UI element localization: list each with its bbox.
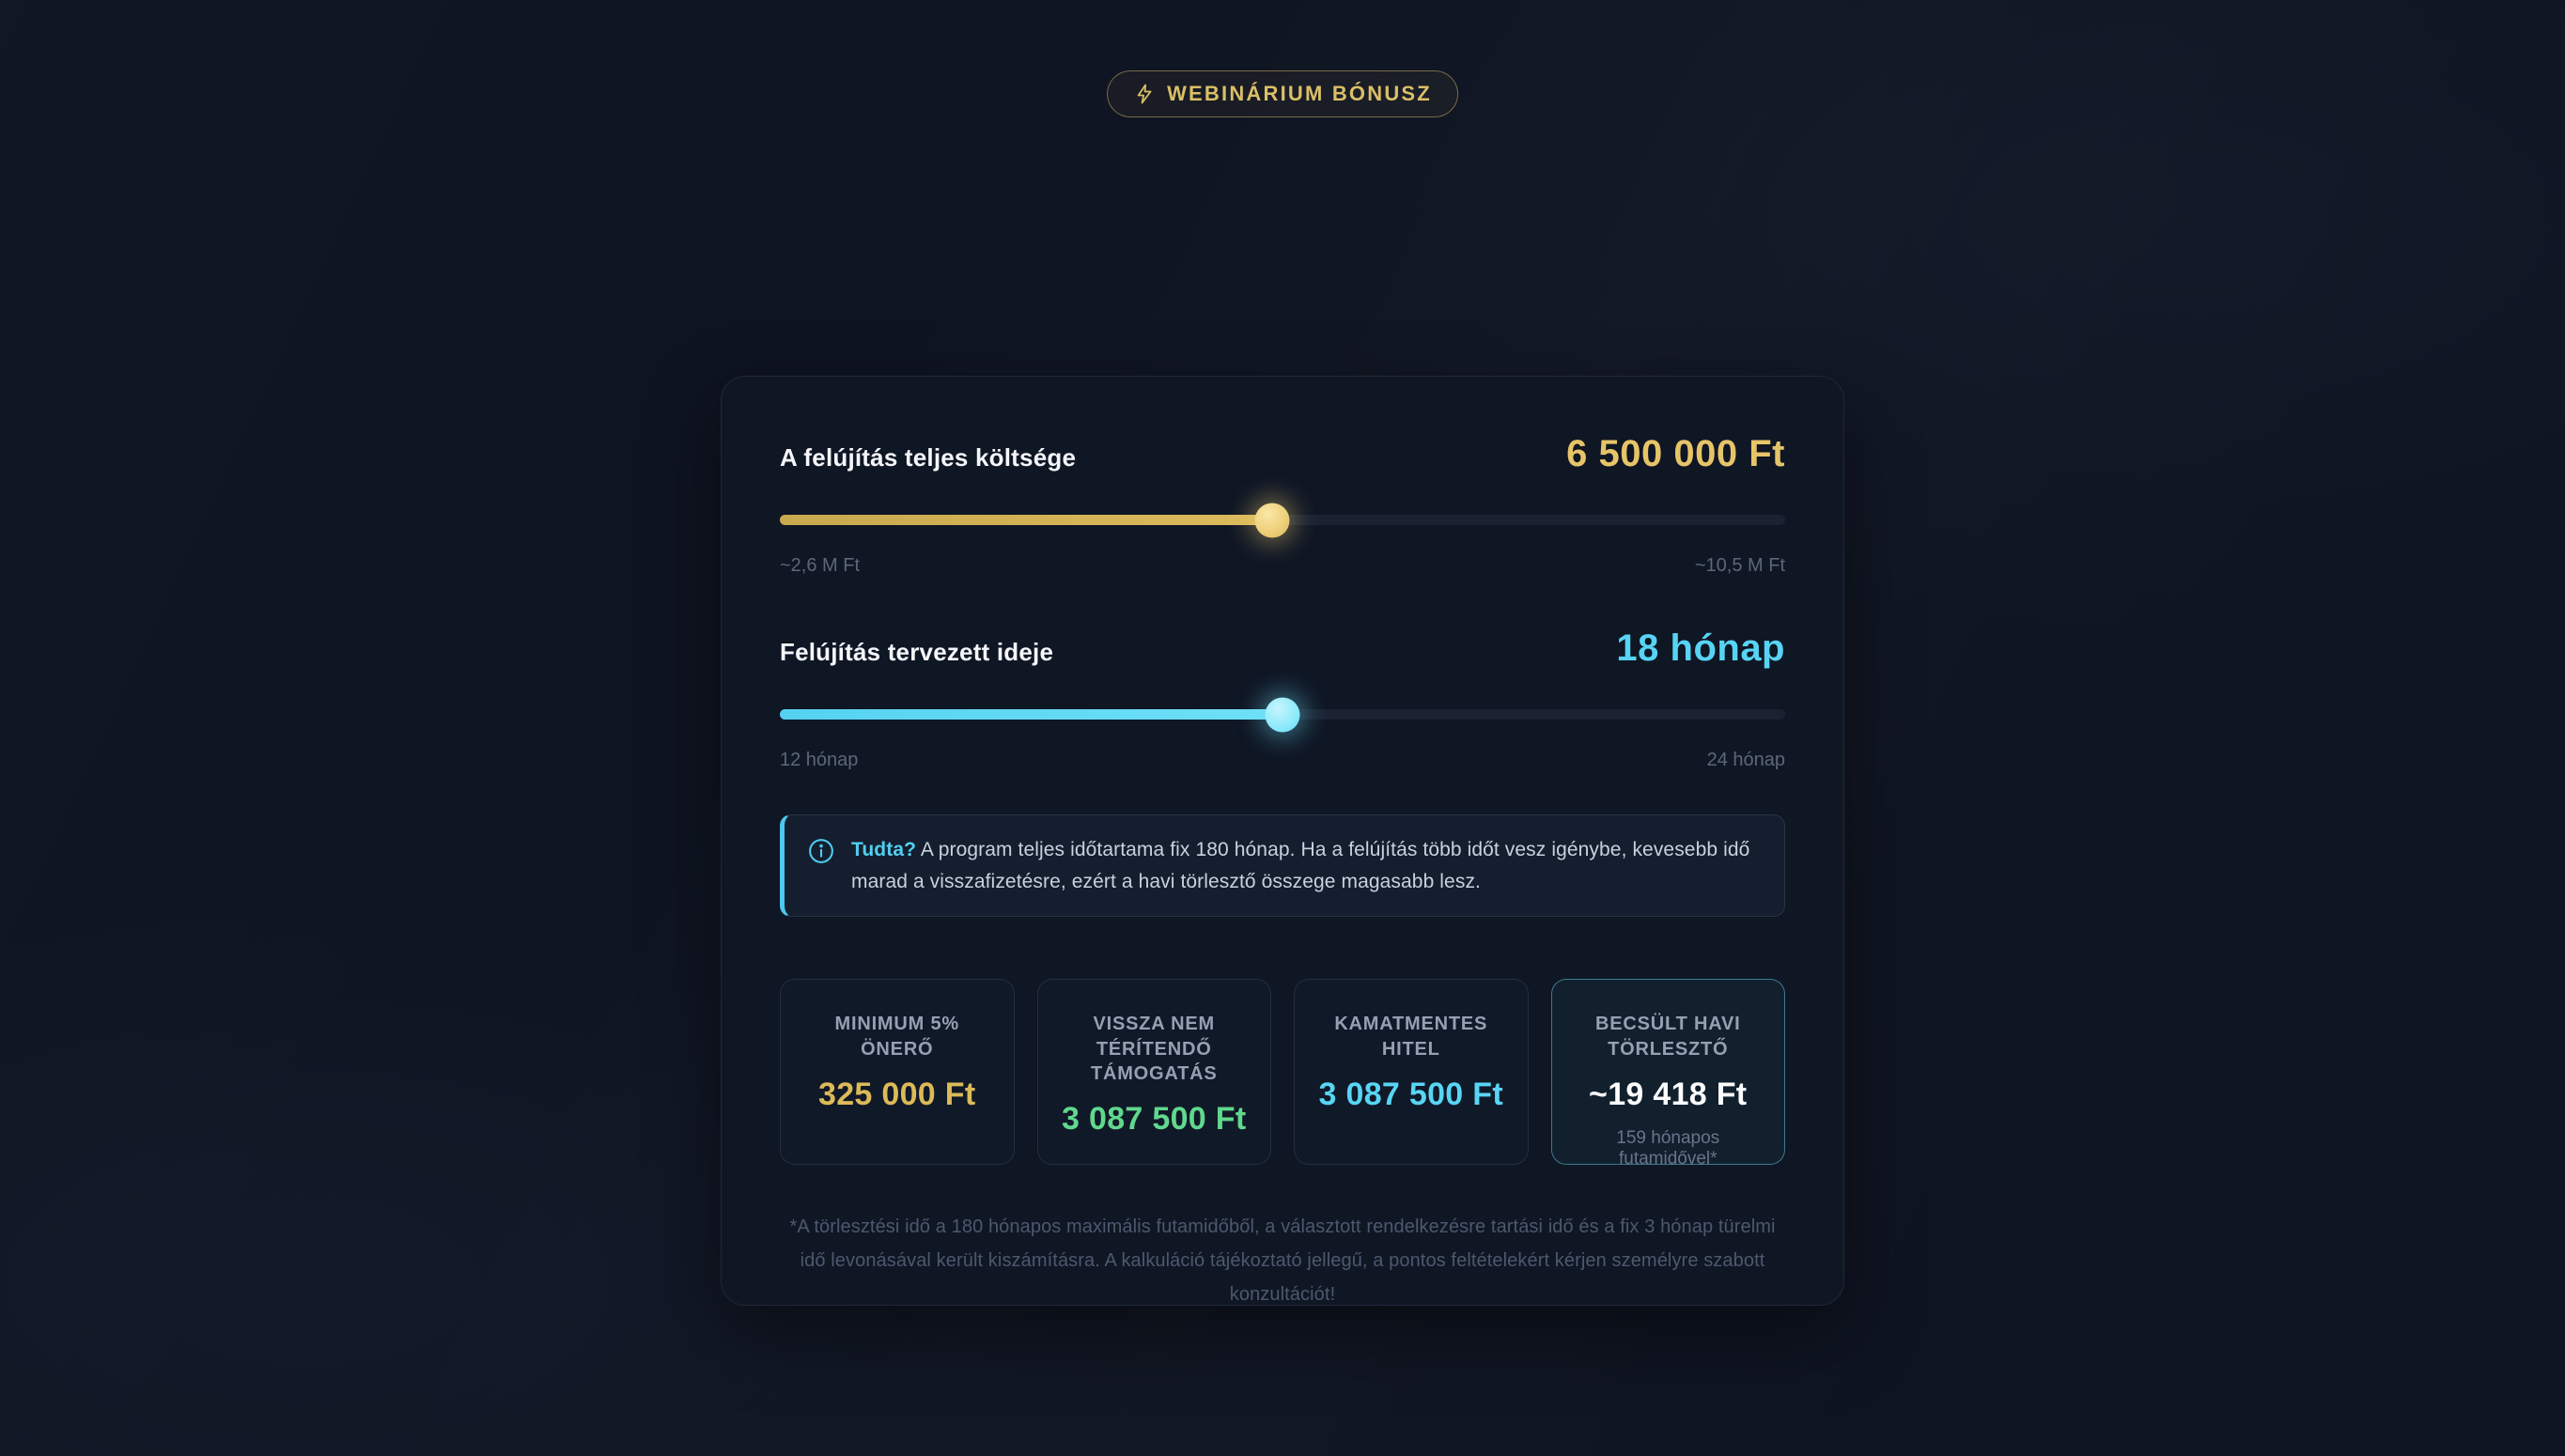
cost-slider-range: ~2,6 M Ft ~10,5 M Ft	[780, 555, 1785, 577]
stats-row: MINIMUM 5% ÖNERŐ 325 000 Ft VISSZA NEM T…	[780, 979, 1785, 1169]
stat-title: KAMATMENTES HITEL	[1334, 1014, 1488, 1060]
duration-slider-label: Felújítás tervezett ideje	[780, 638, 1054, 666]
stat-card-down-payment: MINIMUM 5% ÖNERŐ 325 000 Ft	[780, 979, 1015, 1166]
cost-slider-label: A felújítás teljes költsége	[780, 443, 1077, 472]
disclaimer-text: *A törlesztési idő a 180 hónapos maximál…	[789, 1216, 1776, 1306]
info-callout: Tudta? A program teljes időtartama fix 1…	[780, 814, 1785, 918]
duration-slider-range: 12 hónap 24 hónap	[780, 750, 1785, 771]
stat-card-loan: KAMATMENTES HITEL 3 087 500 Ft	[1294, 979, 1529, 1166]
stat-title: VISSZA NEM TÉRÍTENDŐ TÁMOGATÁS	[1090, 1014, 1218, 1084]
stat-card-grant: VISSZA NEM TÉRÍTENDŐ TÁMOGATÁS 3 087 500…	[1036, 979, 1271, 1166]
badge-label: WEBINÁRIUM BÓNUSZ	[1167, 82, 1432, 105]
lightning-icon	[1133, 83, 1156, 105]
info-body: A program teljes időtartama fix 180 hóna…	[851, 839, 1750, 892]
info-icon	[807, 837, 835, 870]
duration-slider-track[interactable]	[780, 697, 1785, 732]
duration-slider-max-label: 24 hónap	[1706, 750, 1785, 770]
section-divider	[780, 577, 1785, 627]
duration-slider-fill	[780, 709, 1282, 720]
cost-slider-max-label: ~10,5 M Ft	[1694, 555, 1785, 576]
info-title: Tudta?	[851, 839, 917, 860]
duration-slider-header: Felújítás tervezett ideje 18 hónap	[780, 627, 1785, 670]
stat-title: BECSÜLT HAVI TÖRLESZTŐ	[1595, 1014, 1741, 1060]
duration-slider-thumb[interactable]	[1265, 697, 1300, 732]
stat-card-monthly-payment: BECSÜLT HAVI TÖRLESZTŐ ~19 418 Ft 159 hó…	[1550, 979, 1785, 1169]
stat-value: 325 000 Ft	[818, 1076, 976, 1112]
stat-value: 3 087 500 Ft	[1318, 1076, 1503, 1112]
cost-slider-fill	[780, 515, 1273, 525]
stat-title: MINIMUM 5% ÖNERŐ	[834, 1014, 959, 1060]
cost-slider-header: A felújítás teljes költsége 6 500 000 Ft	[780, 433, 1785, 475]
stat-subtitle: 159 hónapos futamidővel*	[1616, 1127, 1720, 1169]
cost-slider-thumb[interactable]	[1254, 503, 1290, 537]
stat-value: 3 087 500 Ft	[1062, 1101, 1247, 1138]
duration-slider-value: 18 hónap	[1616, 627, 1785, 669]
webinar-bonus-badge: WEBINÁRIUM BÓNUSZ	[1107, 70, 1458, 117]
cost-slider-min-label: ~2,6 M Ft	[780, 555, 861, 576]
cost-slider-value: 6 500 000 Ft	[1566, 433, 1785, 474]
duration-slider-min-label: 12 hónap	[780, 750, 859, 770]
stat-value: ~19 418 Ft	[1589, 1076, 1748, 1112]
info-text: Tudta? A program teljes időtartama fix 1…	[851, 834, 1758, 897]
cost-slider-track[interactable]	[780, 503, 1785, 537]
calculator-card: A felújítás teljes költsége 6 500 000 Ft…	[721, 376, 1844, 1306]
